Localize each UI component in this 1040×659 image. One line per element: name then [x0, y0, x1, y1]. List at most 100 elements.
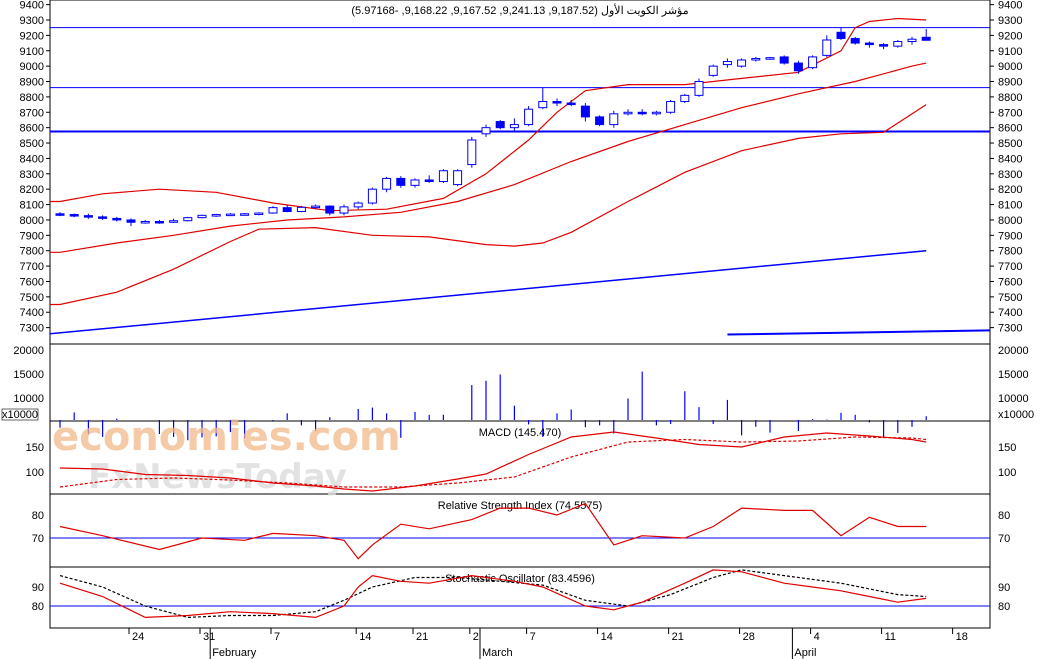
price-tick-label: 9100 [998, 46, 1022, 58]
macd-tick-label: 100 [998, 467, 1016, 479]
volume-unit-box [1, 408, 39, 421]
bollinger-lower-line [50, 104, 927, 306]
x-day-label: 28 [743, 631, 755, 643]
price-tick-label: 8200 [20, 184, 44, 196]
volume-tick-label: 15000 [998, 369, 1029, 381]
candle-body [708, 65, 718, 76]
candle-body [552, 101, 562, 104]
candle-body [793, 62, 803, 72]
plot-frame [49, 0, 991, 629]
price-tick-label: 8800 [998, 92, 1022, 104]
price-tick-label: 7900 [998, 230, 1022, 242]
candle-body [765, 57, 775, 60]
candle-body [637, 111, 647, 115]
candle-body [595, 116, 605, 126]
volume-tick-label: 20000 [998, 345, 1029, 357]
price-tick-label: 7600 [20, 276, 44, 288]
price-tick-label: 8500 [20, 138, 44, 150]
price-tick-label: 8400 [20, 153, 44, 165]
x-day-label: 21 [416, 631, 428, 643]
stochastic-tick-label: 90 [998, 582, 1010, 594]
candle-body [396, 177, 406, 186]
candle-body [183, 217, 193, 222]
x-day-label: 14 [601, 631, 613, 643]
candle-body [282, 207, 292, 212]
candle-body [197, 214, 207, 219]
volume-unit-label: x10000 [998, 409, 1034, 421]
candle-body [580, 105, 590, 118]
watermark-economies: economies.com [52, 414, 401, 460]
candle-body [737, 59, 747, 67]
stochastic-tick-label: 90 [32, 582, 44, 594]
price-tick-label: 8200 [998, 184, 1022, 196]
candle-body [864, 42, 874, 46]
candle-body [339, 206, 349, 214]
candle-body [410, 179, 420, 186]
price-tick-label: 7900 [20, 230, 44, 242]
candle-body [382, 177, 392, 190]
chart-title: مؤشر الكويت الأول (9,187.52, 9,241.13, 9… [351, 3, 688, 17]
price-tick-label: 9200 [20, 30, 44, 42]
price-tick-label: 8100 [998, 200, 1022, 212]
x-day-label: 14 [359, 631, 371, 643]
price-tick-label: 9000 [20, 61, 44, 73]
price-tick-label: 7700 [998, 261, 1022, 273]
candle-body [424, 179, 434, 182]
price-tick-label: 9400 [20, 0, 44, 12]
volume-tick-label: 20000 [13, 345, 44, 357]
x-day-label: 4 [814, 631, 820, 643]
candle-body [325, 205, 335, 214]
candle-body [140, 220, 150, 224]
candle-body [467, 139, 477, 166]
candle-body [154, 220, 164, 224]
price-tick-label: 7400 [998, 307, 1022, 319]
x-day-label: 7 [530, 631, 536, 643]
candle-body [240, 213, 250, 216]
candle-body [879, 44, 889, 47]
price-tick-label: 8700 [20, 107, 44, 119]
rsi-tick-label: 80 [32, 510, 44, 522]
stochastic-tick-label: 80 [32, 601, 44, 613]
volume-tick-label: 10000 [13, 393, 44, 405]
candle-body [566, 102, 576, 106]
candle-body [509, 124, 519, 129]
price-tick-label: 7600 [998, 276, 1022, 288]
candle-body [495, 121, 505, 129]
x-day-label: 18 [956, 631, 968, 643]
candle-body [907, 38, 917, 43]
price-tick-label: 7800 [20, 246, 44, 258]
trendline [49, 249, 927, 335]
candle-body [779, 56, 789, 64]
candle-body [651, 111, 661, 115]
x-day-label: 2 [473, 631, 479, 643]
price-tick-label: 8800 [20, 92, 44, 104]
candle-body [83, 215, 93, 218]
trendline [727, 329, 991, 336]
macd-signal-line [59, 436, 927, 488]
price-tick-label: 8600 [998, 123, 1022, 135]
rsi-tick-label: 80 [998, 510, 1010, 522]
candle-body [367, 188, 377, 204]
candle-body [808, 56, 818, 69]
x-day-label: 7 [274, 631, 280, 643]
price-tick-label: 8100 [20, 200, 44, 212]
x-month-label: March [482, 647, 513, 659]
price-tick-label: 8300 [998, 169, 1022, 181]
macd-tick-label: 150 [26, 442, 44, 454]
candle-body [211, 214, 221, 217]
price-tick-label: 8300 [20, 169, 44, 181]
volume-unit-label: x10000 [2, 409, 38, 421]
candle-body [538, 101, 548, 109]
candle-body [751, 57, 761, 61]
bollinger-middle-line [50, 62, 927, 253]
candle-body [453, 170, 463, 186]
candle-body [169, 220, 179, 223]
candle-body [481, 127, 491, 135]
price-tick-label: 8900 [20, 77, 44, 89]
candle-body [850, 37, 860, 44]
price-tick-label: 9300 [20, 15, 44, 27]
price-tick-label: 9000 [998, 61, 1022, 73]
candle-body [311, 205, 321, 209]
candle-body [609, 113, 619, 126]
